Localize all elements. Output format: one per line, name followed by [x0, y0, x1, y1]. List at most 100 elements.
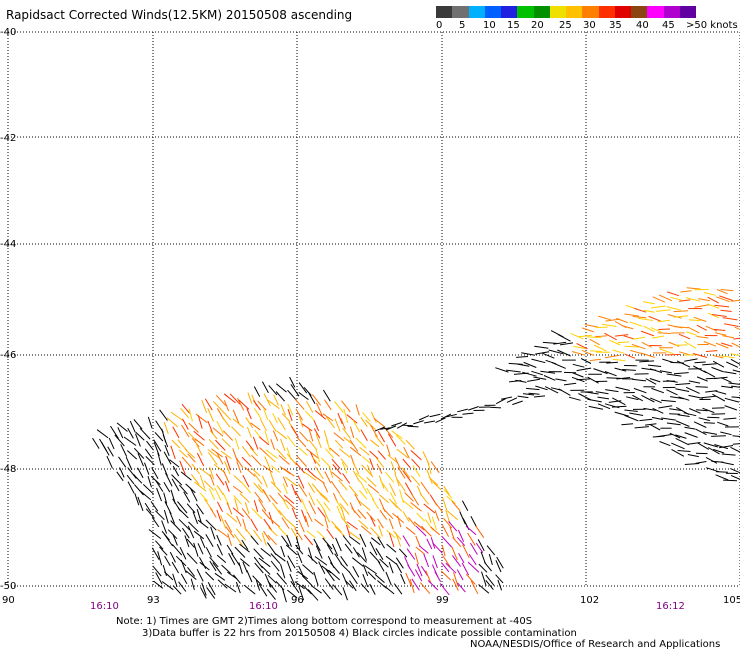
wind-barb [200, 587, 207, 599]
wind-barb [263, 408, 269, 421]
wind-barb [652, 416, 664, 421]
wind-barb [204, 398, 213, 411]
wind-barb [348, 571, 358, 585]
wind-barb [440, 413, 452, 420]
wind-barb [312, 456, 321, 467]
wind-barb [377, 561, 385, 572]
wind-barb [722, 317, 738, 321]
wind-barb [283, 495, 295, 504]
wind-barb [402, 499, 414, 510]
wind-barb [396, 448, 409, 459]
wind-barb [242, 474, 250, 488]
wind-barb [290, 580, 300, 594]
wind-barb [717, 421, 729, 427]
wind-barb [235, 456, 244, 468]
wind-barb [385, 571, 392, 586]
wind-barb [730, 353, 740, 357]
wind-barb [468, 406, 479, 411]
wind-barb [517, 395, 529, 399]
colorbar-swatch [647, 6, 664, 18]
wind-barb [614, 367, 627, 372]
wind-barb [270, 560, 280, 572]
wind-barb [317, 506, 326, 518]
wind-barb [178, 581, 187, 592]
time-labels: 16:10 16:10 16:12 [90, 601, 685, 612]
wind-barb [595, 326, 608, 329]
colorbar-swatch [582, 6, 599, 18]
wind-barb [720, 431, 732, 436]
wind-barb [320, 494, 330, 503]
wind-barb [703, 431, 718, 435]
wind-barb [377, 450, 386, 460]
wind-barb [632, 394, 644, 402]
wind-barb [678, 333, 691, 340]
wind-barb [215, 439, 226, 451]
wind-barb [220, 409, 232, 421]
wind-barb [404, 492, 414, 502]
wind-barb [645, 378, 657, 385]
wind-barb [684, 426, 696, 430]
wind-barb [326, 544, 334, 555]
wind-barb [346, 521, 358, 530]
wind-barb [180, 559, 187, 574]
wind-barb [280, 545, 286, 558]
wind-barb [698, 417, 710, 422]
wind-barb [251, 454, 262, 467]
colorbar-label: 15 [507, 20, 520, 31]
wind-barb [199, 474, 206, 489]
wind-barb [120, 444, 128, 457]
wind-barb [297, 570, 308, 580]
colorbar-swatch [501, 6, 518, 18]
wind-barb [673, 310, 689, 313]
wind-barb [216, 543, 223, 556]
wind-barb [470, 515, 477, 527]
wind-barb [232, 485, 243, 494]
wind-barb [718, 445, 734, 449]
wind-barb [250, 422, 261, 431]
wind-barb [563, 382, 577, 386]
wind-barb [694, 361, 706, 364]
wind-barb [675, 383, 691, 386]
wind-barb [198, 467, 211, 477]
wind-barb [270, 481, 282, 493]
wind-barb [415, 546, 426, 555]
wind-barb [223, 393, 236, 404]
wind-barb [193, 542, 199, 557]
wind-barb [263, 518, 273, 531]
wind-barb [182, 418, 189, 430]
wind-barb [389, 492, 398, 505]
wind-barb [658, 294, 673, 302]
wind-barb [703, 370, 716, 378]
wind-barb [245, 440, 254, 451]
wind-barb [286, 560, 292, 572]
lon-label: 99 [436, 595, 449, 606]
wind-barb [361, 456, 371, 464]
wind-barb [570, 332, 584, 340]
note-line-2: 3)Data buffer is 22 hrs from 20150508 4)… [142, 628, 577, 639]
wind-barb [675, 437, 689, 446]
colorbar-swatch [614, 6, 631, 18]
wind-barb [358, 519, 369, 530]
wind-barb [209, 560, 217, 572]
wind-barb [656, 309, 671, 312]
wind-barb [280, 438, 286, 452]
wind-barb [733, 337, 740, 340]
wind-barb [698, 298, 711, 302]
wind-barb [285, 499, 296, 510]
wind-barb [370, 411, 377, 423]
wind-barb [485, 574, 495, 586]
wind-barb [707, 303, 720, 309]
wind-barb [360, 525, 372, 535]
colorbar-swatch [484, 6, 501, 18]
wind-barb [495, 560, 502, 573]
wind-barb [150, 501, 159, 512]
wind-barb [269, 471, 276, 486]
wind-barb [307, 589, 319, 601]
wind-barb [315, 545, 323, 559]
wind-barb [601, 323, 617, 327]
wind-barb [234, 498, 239, 511]
wind-barb [651, 387, 665, 394]
wind-barb [443, 489, 453, 499]
wind-barb [730, 358, 740, 365]
wind-barb [715, 332, 727, 336]
